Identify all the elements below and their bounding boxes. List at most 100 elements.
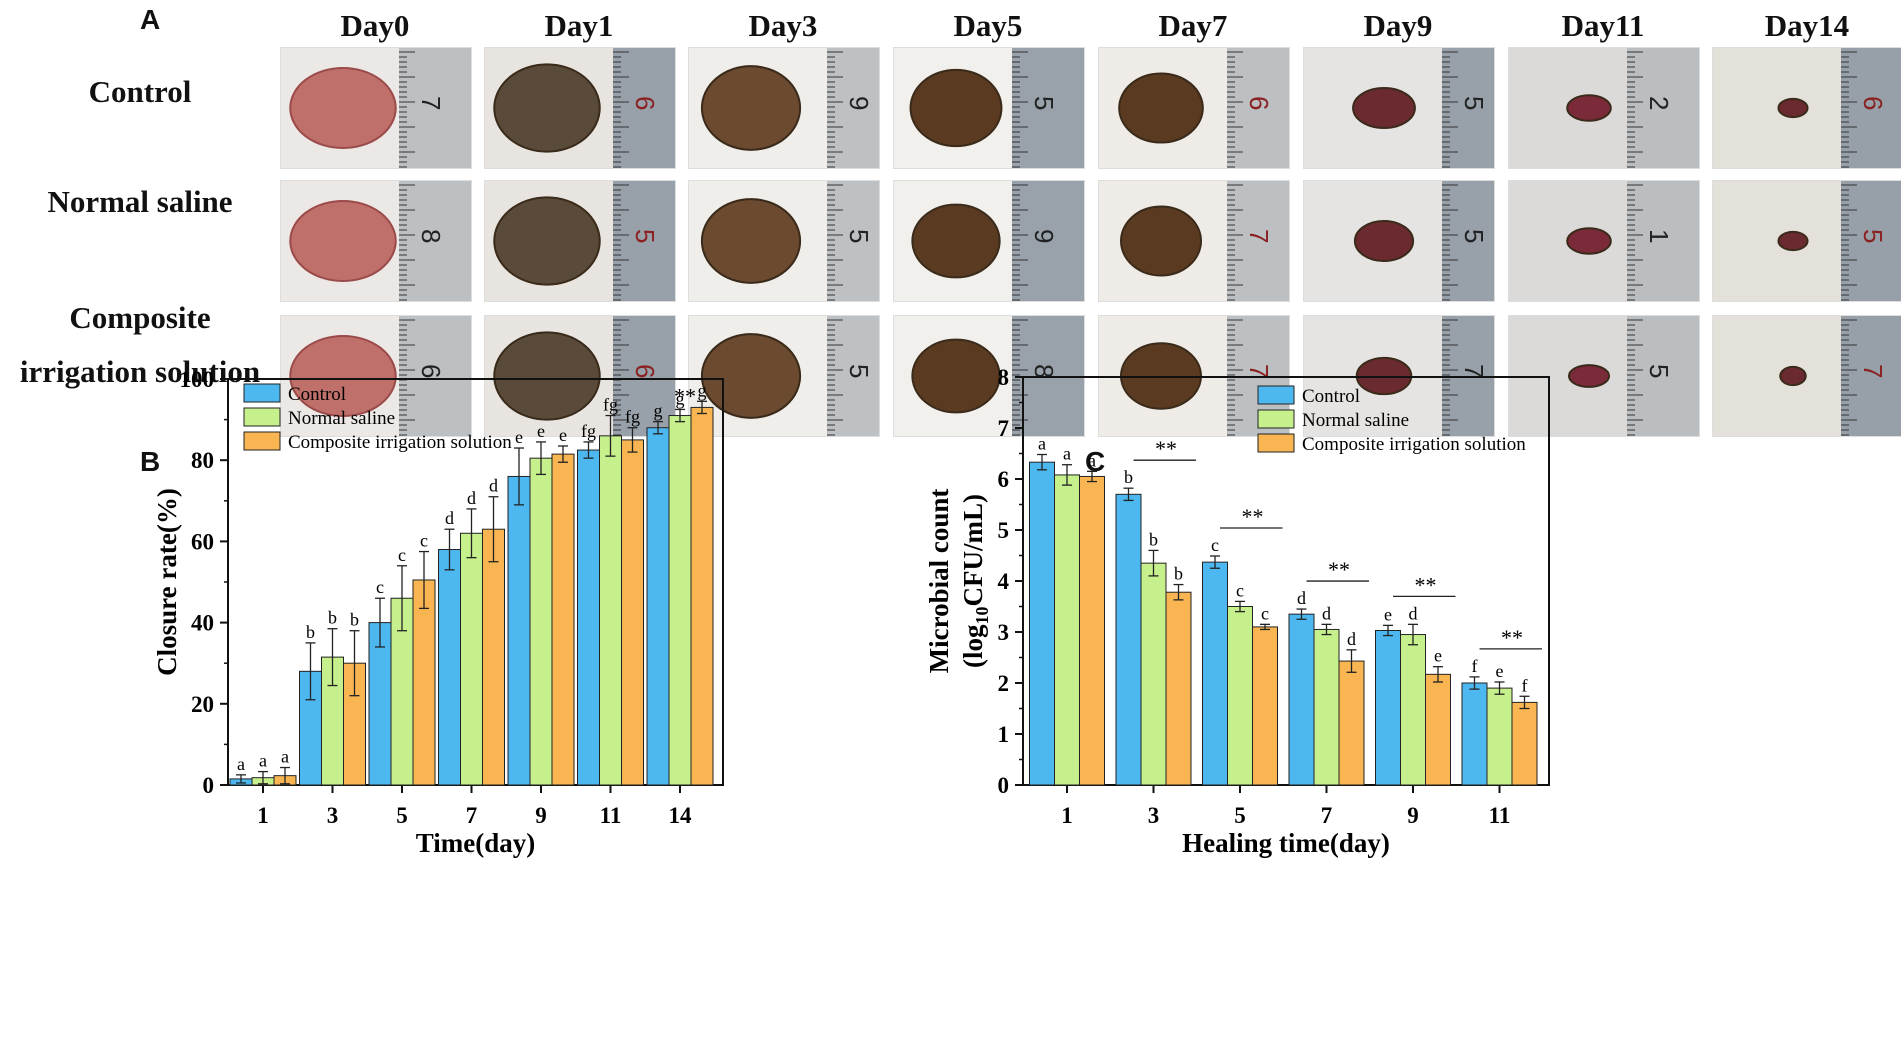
- bar-control: [1202, 561, 1228, 786]
- ruler-digit: 7: [1459, 364, 1489, 378]
- wound-photo-r1-d3: 9: [893, 180, 1085, 302]
- bar-normal-saline: [1486, 687, 1513, 786]
- x-tick-label: 11: [1489, 803, 1511, 828]
- ruler-digit: 5: [630, 229, 660, 243]
- significance-letter: c: [398, 545, 406, 565]
- significance-stars: **: [1328, 557, 1350, 582]
- ruler-digit: 6: [630, 96, 660, 110]
- significance-letter: e: [1496, 661, 1504, 681]
- wound-photo-r1-d0: 8: [280, 180, 472, 302]
- wound-photo-r1-d5: 5: [1303, 180, 1495, 302]
- significance-letter: c: [1261, 603, 1269, 623]
- x-tick-label: 5: [396, 803, 408, 828]
- bar-control: [1461, 682, 1488, 786]
- ruler-digit: 6: [1244, 96, 1274, 110]
- significance-letter: c: [1211, 535, 1219, 555]
- x-tick-label: 9: [535, 803, 547, 828]
- bar-normal-saline: [321, 656, 344, 786]
- x-axis-label: Time(day): [416, 828, 536, 858]
- significance-letter: c: [1236, 580, 1244, 600]
- y-tick-label: 3: [998, 620, 1010, 645]
- legend-swatch: [243, 407, 281, 427]
- y-tick-label: 0: [998, 773, 1010, 798]
- x-tick-label: 7: [1321, 803, 1333, 828]
- bar-composite-irrigation-solution: [621, 439, 644, 786]
- x-tick-label: 7: [466, 803, 478, 828]
- bar-control: [368, 622, 392, 786]
- day-label-day3: Day3: [748, 8, 818, 43]
- ruler-digit: 7: [416, 96, 446, 110]
- significance-letter: a: [281, 747, 289, 767]
- bar-composite-irrigation-solution: [551, 453, 575, 786]
- ruler-digit: 6: [630, 364, 660, 378]
- wound-photo-r0-d5: 5: [1303, 47, 1495, 169]
- y-label-prefix: (log: [958, 624, 988, 668]
- ruler-digit: 5: [1029, 96, 1059, 110]
- significance-letter: f: [1472, 656, 1478, 676]
- ruler-digit: 5: [844, 229, 874, 243]
- ruler-digit: 7: [1858, 364, 1888, 378]
- wound-photo-r0-d7: 6: [1712, 47, 1901, 169]
- significance-letter: e: [1434, 646, 1442, 666]
- bar-normal-saline: [668, 415, 692, 786]
- significance-letter: c: [420, 531, 428, 551]
- bar-normal-saline: [1313, 628, 1340, 786]
- ruler-digit: 9: [844, 96, 874, 110]
- wound-photo-r0-d6: 2: [1508, 47, 1700, 169]
- bar-control: [438, 549, 461, 786]
- bar-normal-saline: [390, 597, 414, 786]
- wound-photo-r2-d1: 6: [484, 315, 676, 437]
- wound-photo-r1-d4: 7: [1098, 180, 1290, 302]
- bar-composite-irrigation-solution: [1079, 475, 1105, 786]
- ruler-digit: 9: [1029, 229, 1059, 243]
- wound-photo-r2-d2: 5: [688, 315, 880, 437]
- y-axis-label-line2: (log10CFU/mL): [958, 494, 992, 668]
- day-label-day5: Day5: [953, 8, 1023, 43]
- wound-photo-r0-d0: 7: [280, 47, 472, 169]
- bar-control: [229, 778, 253, 786]
- ruler-digit: 8: [416, 229, 446, 243]
- bar-composite-irrigation-solution: [412, 579, 436, 786]
- bar-normal-saline: [599, 435, 622, 786]
- bar-normal-saline: [251, 777, 275, 786]
- significance-letter: b: [1124, 467, 1133, 487]
- significance-stars: **: [1501, 625, 1523, 650]
- ruler-digit: 7: [1244, 229, 1274, 243]
- ruler-digit: 8: [1029, 364, 1059, 378]
- significance-stars: **: [1242, 504, 1264, 529]
- x-tick-label: 1: [257, 803, 269, 828]
- bar-composite-irrigation-solution: [1165, 591, 1192, 786]
- y-tick-label: 20: [191, 692, 214, 717]
- day-label-day9: Day9: [1363, 8, 1433, 43]
- significance-letter: a: [259, 751, 267, 771]
- bar-control: [507, 475, 531, 786]
- significance-letter: f: [1522, 675, 1528, 695]
- ruler-digit: 7: [1244, 364, 1274, 378]
- panel-b-letter: B: [140, 446, 161, 477]
- panel-a-letter: A: [140, 4, 161, 35]
- day-label-day14: Day14: [1764, 8, 1850, 43]
- day-label-day0: Day0: [340, 8, 410, 43]
- x-tick-label: 3: [327, 803, 339, 828]
- bar-control: [1288, 613, 1315, 786]
- wound-photo-r1-d2: 5: [688, 180, 880, 302]
- wound-photo-r2-d6: 5: [1508, 315, 1700, 437]
- y-tick-label: 2: [998, 671, 1010, 696]
- day-label-day7: Day7: [1158, 8, 1228, 43]
- ruler-digit: 1: [1644, 229, 1674, 243]
- wound-photo-r2-d4: 7: [1098, 315, 1290, 437]
- wound-photo-r1-d6: 1: [1508, 180, 1700, 302]
- wound-photo-r0-d1: 6: [484, 47, 676, 169]
- significance-letter: d: [445, 508, 454, 528]
- significance-stars: **: [1415, 572, 1437, 597]
- bar-normal-saline: [460, 532, 483, 786]
- significance-letter: b: [350, 610, 359, 630]
- significance-letter: d: [1297, 588, 1306, 608]
- wound-photo-r2-d7: 7: [1712, 315, 1901, 437]
- y-label-suffix: CFU/mL): [958, 494, 988, 606]
- bar-composite-irrigation-solution: [343, 662, 366, 786]
- significance-letter: d: [1322, 603, 1331, 623]
- bar-control: [1115, 493, 1142, 786]
- significance-letter: d: [1409, 603, 1418, 623]
- wound-photo-r1-d7: 5: [1712, 180, 1901, 302]
